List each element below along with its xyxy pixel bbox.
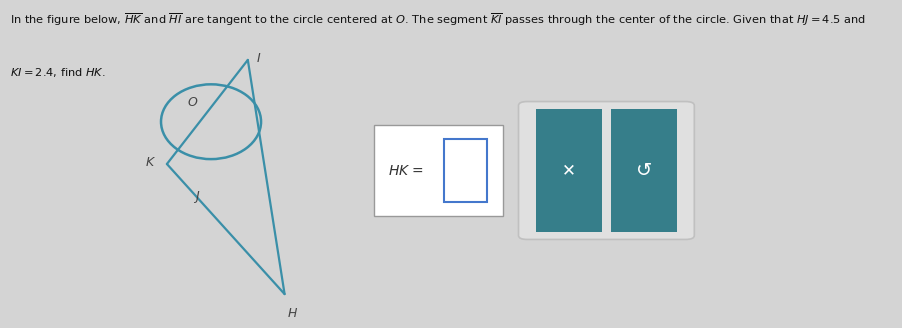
- Text: J: J: [195, 190, 198, 203]
- FancyBboxPatch shape: [518, 102, 694, 239]
- Text: In the figure below, $\overline{HK}$ and $\overline{HI}$ are tangent to the circ: In the figure below, $\overline{HK}$ and…: [10, 11, 865, 28]
- FancyBboxPatch shape: [610, 109, 676, 232]
- Text: I: I: [256, 52, 260, 65]
- Text: $HK$ =: $HK$ =: [387, 163, 423, 177]
- Text: ✕: ✕: [562, 161, 575, 179]
- Text: $KI = 2.4$, find $HK$.: $KI = 2.4$, find $HK$.: [10, 67, 106, 79]
- FancyBboxPatch shape: [374, 125, 502, 216]
- FancyBboxPatch shape: [536, 109, 602, 232]
- FancyBboxPatch shape: [444, 139, 486, 202]
- Text: O: O: [188, 96, 198, 109]
- Text: ↺: ↺: [635, 161, 651, 180]
- Text: K: K: [145, 156, 153, 169]
- Text: H: H: [287, 307, 297, 320]
